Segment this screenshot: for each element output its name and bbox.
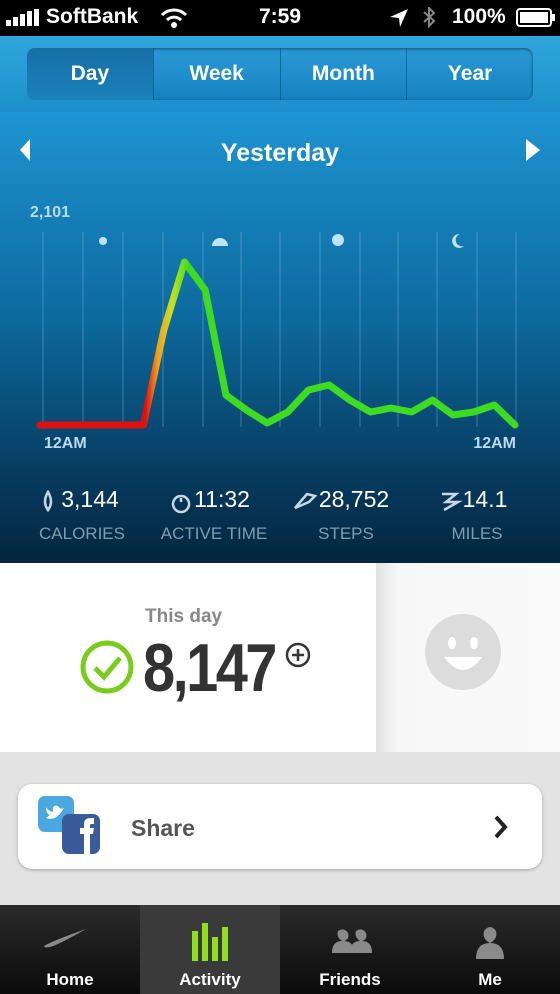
summary-caption: This day: [145, 606, 223, 627]
status-icons: [390, 7, 436, 29]
tab-glyph: [44, 929, 86, 948]
stat-icon: [442, 492, 463, 512]
tab-glyph: [476, 927, 504, 959]
smiley-icon: [425, 614, 501, 690]
x-label-end: 12AM: [473, 435, 516, 452]
next-arrow[interactable]: [526, 139, 540, 161]
stat-value: 11:32: [194, 486, 250, 512]
nav-title: Yesterday: [221, 139, 339, 167]
hour-lines: [42, 232, 517, 427]
stat-icons: [43, 489, 463, 514]
chevron: [494, 815, 508, 839]
stat-icon: [294, 492, 318, 510]
x-label-start: 12AM: [44, 435, 87, 452]
stat-value: 3,144: [61, 486, 119, 512]
signal-icon: [6, 9, 39, 26]
clock: 7:59: [258, 5, 302, 28]
segment-tab[interactable]: Day: [27, 48, 153, 100]
stat-value: 28,752: [318, 486, 390, 512]
activity-chart: Yesterday 2,101 12AM 12AM: [20, 139, 540, 452]
wifi-icon: [160, 8, 188, 28]
y-tick-label: 2,101: [30, 204, 70, 221]
tab-icon: [192, 923, 228, 961]
social-icon: [38, 796, 100, 854]
activity-panel: Yesterday 2,101 12AM 12AM 3,144 CALORIES 11:…: [0, 112, 560, 563]
stat-label: CALORIES: [39, 524, 125, 543]
stat-label: STEPS: [318, 524, 374, 543]
time-icons: [99, 233, 464, 248]
stat-icon: [171, 494, 191, 514]
goal-check-icon: [80, 640, 134, 694]
tab-label: Activity: [179, 970, 241, 989]
tab-label: Friends: [319, 970, 381, 989]
carrier: SoftBank: [46, 5, 139, 28]
tab-item[interactable]: Activity: [140, 905, 280, 994]
header: Day Week Month Year: [0, 36, 560, 112]
summary-card: This day 8,147: [0, 563, 560, 752]
tab-label: Me: [478, 970, 502, 989]
battery-level: 100%: [452, 5, 506, 28]
fuel-points: 8,147: [143, 630, 277, 706]
tab-item[interactable]: Friends: [280, 905, 420, 994]
segment-tab[interactable]: Year: [406, 48, 533, 100]
tab-glyph: [332, 929, 372, 953]
stat-icon: [43, 489, 53, 513]
tab-label: Home: [46, 970, 94, 989]
stat-label: ACTIVE TIME: [160, 524, 268, 543]
mood-panel: [376, 563, 560, 752]
tab-icon: [332, 929, 372, 953]
plus-icon[interactable]: [284, 641, 312, 669]
battery-icon: [516, 8, 555, 27]
tab-glyph: [192, 923, 228, 961]
share-button[interactable]: Share: [18, 784, 542, 869]
segment-tab[interactable]: Week: [152, 48, 280, 100]
tab-icon: [44, 929, 86, 948]
segmented-control: Day Week Month Year: [27, 48, 533, 100]
stat-value: 14.1: [462, 486, 508, 512]
tab-icon: [476, 927, 504, 959]
stat-label: MILES: [451, 524, 503, 543]
status-bar: SoftBank 7:59 100%: [0, 0, 560, 36]
segment-tab[interactable]: Month: [279, 48, 407, 100]
prev-arrow[interactable]: [20, 139, 30, 161]
tab-item[interactable]: Home: [0, 905, 140, 994]
tab-item[interactable]: Me: [420, 905, 560, 994]
activity-line: [36, 258, 519, 429]
tab-bar: Home Activity Friends Me: [0, 905, 560, 994]
share-label: Share: [131, 815, 195, 841]
